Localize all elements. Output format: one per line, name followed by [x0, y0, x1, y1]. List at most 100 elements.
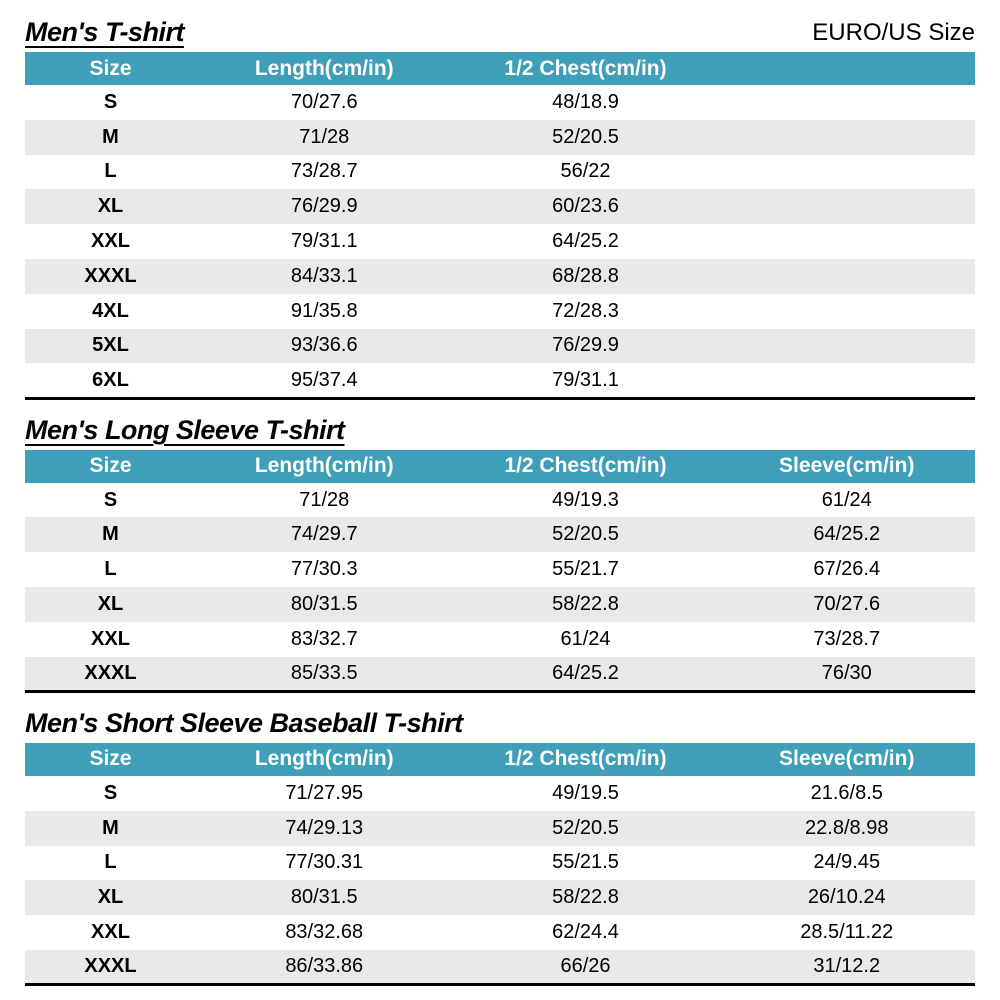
measurement-cell: 64/25.2 [552, 230, 619, 253]
table-row: XXXL 85/33.5 64/25.2 76/30 [25, 656, 975, 692]
measurement-cell: 77/30.3 [290, 558, 358, 581]
table-row: XL 76/29.9 60/23.6 [25, 189, 976, 225]
measurement-cell: 22.8/8.98 [805, 816, 889, 839]
table-row: L 77/30.31 55/21.5 24/9.45 [25, 845, 975, 881]
measurement-cell: 72/28.3 [552, 299, 619, 322]
measurement-cell: 83/32.7 [290, 627, 358, 650]
measurement-cell: 74/29.13 [285, 816, 364, 839]
measurement-cell: 95/37.4 [290, 368, 358, 391]
measurement-cell: 31/12.2 [813, 955, 881, 978]
measurement-cell [719, 294, 976, 329]
measurement-cell [719, 189, 976, 224]
measurement-cell: 79/31.1 [552, 368, 619, 391]
measurement-cell: 60/23.6 [552, 195, 619, 218]
measurement-cell: 83/32.68 [285, 921, 364, 944]
measurement-cell: 86/33.86 [285, 955, 364, 978]
table-row: XXL 83/32.68 62/24.4 28.5/11.22 [25, 915, 975, 950]
measurement-cell: 73/28.7 [290, 160, 358, 183]
section-header: Men's T-shirt EURO/US Size [25, 16, 975, 52]
section-mens-tshirt: Men's T-shirt EURO/US Size Size Length(cm… [25, 16, 975, 400]
size-cell: XXXL [84, 955, 137, 978]
table-row: XXXL 84/33.1 68/28.8 [25, 258, 976, 294]
measurement-cell: 58/22.8 [552, 592, 619, 615]
measurement-cell: 76/29.9 [552, 334, 619, 357]
size-cell: XL [97, 195, 124, 218]
table-row: XL 80/31.5 58/22.8 70/27.6 [25, 587, 975, 622]
section-mens-baseball-tshirt: Men's Short Sleeve Baseball T-shirt Size… [25, 707, 975, 987]
measurement-cell: 64/25.2 [552, 661, 619, 684]
table-row: S 71/28 49/19.3 61/24 [25, 482, 975, 518]
size-cell: 6XL [92, 368, 129, 391]
measurement-cell: 61/24 [560, 627, 611, 650]
measurement-cell: 91/35.8 [290, 299, 358, 322]
measurement-cell [719, 259, 976, 294]
size-standard-label: EURO/US Size [812, 19, 975, 46]
measurement-cell: 80/31.5 [290, 886, 358, 909]
size-cell: XL [97, 592, 124, 615]
table-row: S 71/27.95 49/19.5 21.6/8.5 [25, 775, 975, 811]
measurement-cell: 48/18.9 [552, 90, 619, 113]
measurement-cell: 70/27.6 [290, 90, 358, 113]
measurement-cell: 66/26 [560, 955, 611, 978]
column-header: Length(cm/in) [196, 52, 453, 85]
measurement-cell: 61/24 [821, 488, 872, 511]
measurement-cell [719, 120, 976, 155]
measurement-cell: 52/20.5 [552, 816, 619, 839]
measurement-cell: 55/21.7 [552, 558, 619, 581]
measurement-cell: 84/33.1 [290, 264, 358, 287]
measurement-cell: 85/33.5 [290, 661, 358, 684]
header-row: Size Length(cm/in) 1/2 Chest(cm/in) Sleeve(… [25, 449, 975, 483]
size-cell: 4XL [92, 299, 129, 322]
measurement-cell: 55/21.5 [552, 851, 619, 874]
measurement-cell [719, 224, 976, 259]
size-cell: L [104, 160, 117, 183]
size-cell: M [102, 816, 119, 839]
column-header: Sleeve(cm/in) [718, 449, 975, 483]
column-header: 1/2 Chest(cm/in) [452, 742, 719, 776]
measurement-cell: 56/22 [560, 160, 611, 183]
measurement-cell: 21.6/8.5 [810, 781, 883, 804]
section-title-mens-long-sleeve: Men's Long Sleeve T-shirt [25, 414, 345, 445]
table-row: 5XL 93/36.6 76/29.9 [25, 328, 976, 364]
size-cell: L [104, 851, 117, 874]
measurement-cell [719, 155, 976, 190]
measurement-cell: 76/30 [821, 661, 872, 684]
size-cell: S [103, 90, 118, 113]
mens-baseball-size-table: Size Length(cm/in) 1/2 Chest(cm/in) Sleeve(… [25, 742, 975, 987]
size-cell: XXL [91, 921, 130, 944]
measurement-cell [719, 363, 976, 398]
size-cell: S [103, 488, 118, 511]
header-row: Size Length(cm/in) 1/2 Chest(cm/in) [25, 52, 975, 85]
column-header: Length(cm/in) [196, 449, 453, 483]
size-cell: M [102, 125, 119, 148]
table-row: L 73/28.7 56/22 [25, 154, 976, 190]
measurement-cell [719, 329, 976, 364]
column-header: Size [25, 52, 196, 85]
measurement-cell [719, 85, 976, 120]
size-cell: M [102, 523, 119, 546]
measurement-cell: 26/10.24 [807, 886, 886, 909]
measurement-cell: 64/25.2 [813, 523, 881, 546]
section-title-mens-tshirt: Men's T-shirt [25, 17, 184, 47]
size-cell: XXXL [84, 661, 137, 684]
measurement-cell: 93/36.6 [290, 334, 358, 357]
table-row: M 74/29.7 52/20.5 64/25.2 [25, 517, 975, 553]
column-header: 1/2 Chest(cm/in) [452, 52, 719, 85]
column-header: Sleeve(cm/in) [718, 742, 975, 776]
section-mens-long-sleeve-tshirt: Men's Long Sleeve T-shirt Size Length(cm/… [25, 414, 975, 693]
column-header: Size [25, 742, 196, 776]
mens-tshirt-size-table: Size Length(cm/in) 1/2 Chest(cm/in) S 70/27.… [25, 52, 975, 400]
table-row: 6XL 95/37.4 79/31.1 [25, 363, 976, 399]
size-cell: XXXL [84, 264, 137, 287]
measurement-cell: 74/29.7 [290, 523, 358, 546]
measurement-cell: 52/20.5 [552, 125, 619, 148]
table-row: XXL 79/31.1 64/25.2 [25, 224, 975, 259]
measurement-cell: 68/28.8 [552, 264, 619, 287]
column-header-empty [718, 52, 975, 85]
measurement-cell: 73/28.7 [813, 627, 881, 650]
column-header: Length(cm/in) [196, 742, 453, 776]
measurement-cell: 67/26.4 [813, 558, 881, 581]
measurement-cell: 24/9.45 [813, 851, 881, 874]
mens-long-sleeve-size-table: Size Length(cm/in) 1/2 Chest(cm/in) Sleeve(… [25, 449, 975, 693]
